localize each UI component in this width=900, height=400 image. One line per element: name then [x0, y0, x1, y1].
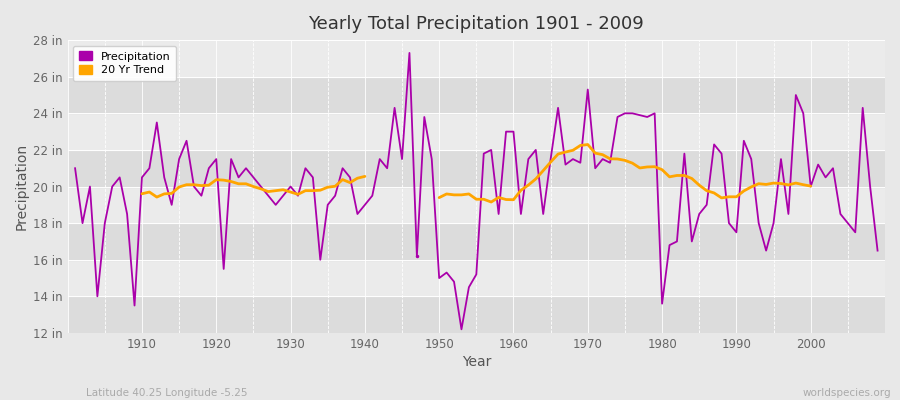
Bar: [68, 113, 885, 150]
Y-axis label: Precipitation: Precipitation: [15, 143, 29, 230]
Bar: [68, 260, 885, 296]
Bar: [68, 296, 885, 333]
Bar: [68, 223, 885, 260]
X-axis label: Year: Year: [462, 355, 491, 369]
Title: Yearly Total Precipitation 1901 - 2009: Yearly Total Precipitation 1901 - 2009: [309, 15, 644, 33]
Bar: [68, 150, 885, 186]
Legend: Precipitation, 20 Yr Trend: Precipitation, 20 Yr Trend: [73, 46, 176, 81]
Text: Latitude 40.25 Longitude -5.25: Latitude 40.25 Longitude -5.25: [86, 388, 247, 398]
Text: worldspecies.org: worldspecies.org: [803, 388, 891, 398]
Bar: [68, 40, 885, 77]
Bar: [68, 77, 885, 113]
Bar: [68, 186, 885, 223]
